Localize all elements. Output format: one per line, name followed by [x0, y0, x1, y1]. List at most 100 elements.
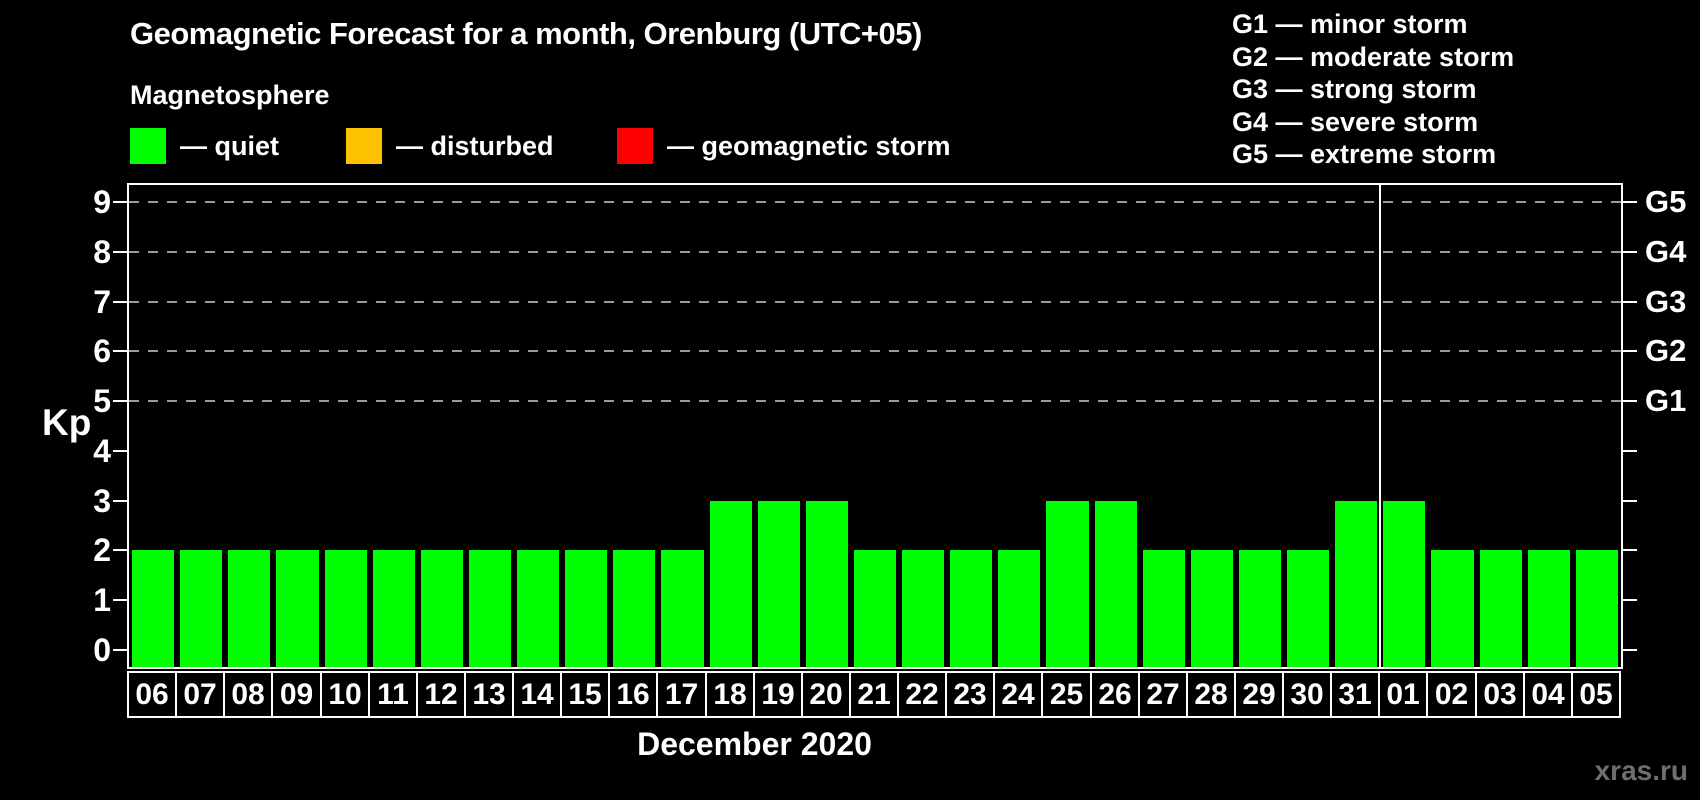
y-axis-tick-right	[1623, 350, 1637, 353]
day-cell-18: 18	[705, 671, 755, 718]
y-axis-tick-left	[113, 649, 127, 651]
y-axis-tick-left	[113, 499, 127, 502]
bar-day-23	[950, 550, 993, 667]
day-cell-11: 11	[368, 671, 418, 718]
legend-swatch-storm	[617, 128, 653, 164]
bar-day-05	[1575, 550, 1618, 667]
bar-day-24	[998, 550, 1041, 667]
day-cell-06: 06	[127, 671, 177, 718]
day-cell-12: 12	[416, 671, 466, 718]
bar-day-27	[1142, 550, 1185, 667]
day-cell-09: 09	[271, 671, 322, 718]
y-tick-label-8: 8	[93, 233, 111, 270]
bar-day-09	[276, 550, 319, 667]
bar-day-13	[468, 550, 512, 667]
y-tick-label-0: 0	[93, 632, 111, 668]
month-label: December 2020	[637, 726, 872, 762]
day-cell-21: 21	[849, 671, 899, 718]
magnetosphere-label: Magnetosphere	[130, 80, 330, 110]
day-cell-23: 23	[945, 671, 995, 718]
day-cell-27: 27	[1138, 671, 1188, 718]
month-boundary-line	[1379, 185, 1382, 667]
bar-day-03	[1479, 550, 1522, 667]
y-axis-tick-right	[1623, 499, 1637, 502]
watermark: xras.ru	[1594, 755, 1688, 786]
day-cell-28: 28	[1186, 671, 1236, 718]
gridline-kp7	[129, 300, 1621, 303]
bar-day-19	[757, 500, 800, 667]
g-legend-line-3: G3 — strong storm	[1232, 74, 1477, 104]
day-cell-24: 24	[993, 671, 1043, 718]
y-axis-tick-left	[113, 599, 127, 602]
day-cell-22: 22	[897, 671, 947, 718]
day-cell-05: 05	[1571, 671, 1621, 718]
gridline-kp5	[129, 400, 1621, 403]
day-cell-29: 29	[1234, 671, 1284, 718]
bar-day-14	[517, 550, 560, 667]
legend-label-quiet: — quiet	[180, 130, 279, 161]
g-scale-legend: G1 — minor storm G2 — moderate storm G3 — …	[1232, 8, 1514, 171]
legend-label-disturbed: — disturbed	[396, 130, 554, 161]
g-scale-label-G5: G5	[1645, 184, 1687, 219]
day-cell-01: 01	[1378, 671, 1428, 718]
y-tick-label-5: 5	[93, 383, 111, 420]
bar-day-01	[1383, 500, 1426, 667]
y-tick-label-2: 2	[93, 532, 111, 569]
bar-day-18	[709, 500, 752, 667]
y-axis-tick-right	[1623, 649, 1637, 651]
legend-label-storm: — geomagnetic storm	[667, 130, 951, 161]
y-tick-label-7: 7	[93, 283, 111, 320]
day-cell-02: 02	[1426, 671, 1477, 718]
g-scale-label-G2: G2	[1645, 333, 1687, 369]
plot-area	[127, 183, 1623, 669]
y-axis-tick-right	[1623, 250, 1637, 253]
day-cell-07: 07	[175, 671, 225, 718]
bar-day-02	[1431, 550, 1474, 667]
bar-day-15	[565, 550, 608, 667]
day-cell-19: 19	[753, 671, 803, 718]
day-cell-04: 04	[1523, 671, 1573, 718]
y-axis-tick-left	[113, 350, 127, 353]
bar-day-04	[1527, 550, 1570, 667]
day-cell-08: 08	[223, 671, 273, 718]
g-legend-line-4: G4 — severe storm	[1232, 106, 1479, 137]
y-axis-tick-left	[113, 300, 127, 303]
y-axis-tick-left	[113, 400, 127, 403]
bar-day-08	[228, 550, 271, 667]
g-scale-label-G3: G3	[1645, 283, 1687, 319]
y-tick-label-6: 6	[93, 333, 111, 370]
y-axis-tick-right	[1623, 549, 1637, 552]
day-cell-20: 20	[801, 671, 851, 718]
y-axis-tick-left	[113, 201, 127, 203]
day-cell-13: 13	[464, 671, 514, 718]
bar-day-31	[1335, 500, 1378, 667]
plot-inner	[129, 185, 1621, 667]
bar-day-06	[132, 550, 175, 667]
y-axis-tick-left	[113, 549, 127, 552]
g-legend-line-2: G2 — moderate storm	[1232, 41, 1515, 72]
y-axis-tick-right	[1623, 599, 1637, 602]
legend-swatch-quiet	[130, 128, 166, 164]
y-axis-tick-right	[1623, 400, 1637, 403]
day-cell-10: 10	[320, 671, 370, 718]
day-cell-31: 31	[1330, 671, 1380, 718]
bar-day-29	[1238, 550, 1282, 667]
g-legend-line-5: G5 — extreme storm	[1232, 139, 1497, 169]
bar-day-10	[324, 550, 367, 667]
legend-swatch-disturbed	[346, 128, 382, 164]
day-cell-30: 30	[1282, 671, 1332, 718]
legend-item-quiet: — quiet	[130, 128, 279, 164]
bar-day-20	[805, 500, 848, 667]
y-axis-tick-right	[1623, 449, 1637, 452]
bar-day-22	[902, 550, 945, 667]
bar-day-21	[853, 550, 897, 667]
bar-day-28	[1190, 550, 1233, 667]
bar-day-11	[372, 550, 415, 667]
x-axis-day-labels: 06 07 08 09 10 11 12 13 14 15 16 17 18 19 20 21 22 23 24 25…	[127, 671, 1627, 718]
gridline-kp9	[129, 201, 1621, 203]
y-tick-label-3: 3	[93, 482, 111, 519]
g-scale-label-G4: G4	[1645, 233, 1687, 269]
y-axis-title: Kp	[42, 402, 92, 443]
bar-day-30	[1287, 550, 1330, 667]
